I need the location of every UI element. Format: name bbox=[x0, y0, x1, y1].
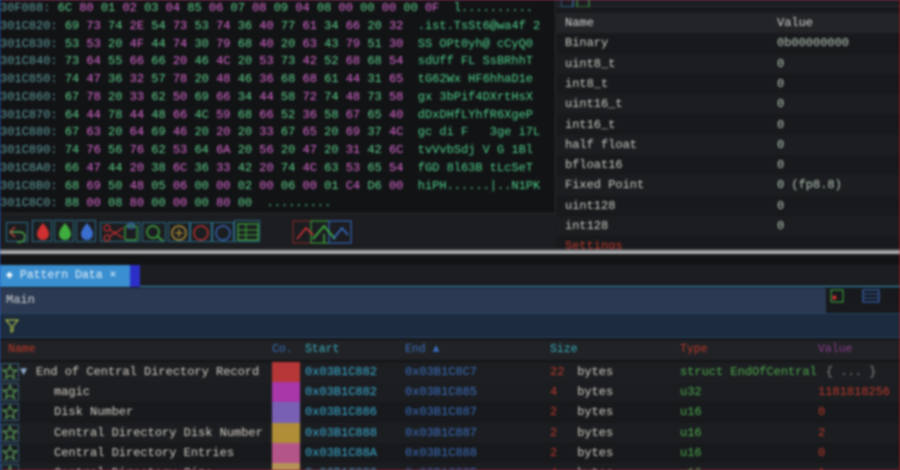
svg-text:■: ■ bbox=[832, 294, 837, 303]
